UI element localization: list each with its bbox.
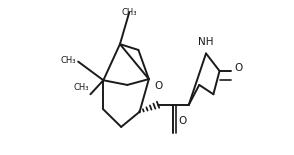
Text: NH: NH (198, 37, 214, 47)
Text: CH₃: CH₃ (121, 8, 137, 17)
Text: O: O (154, 81, 162, 91)
Text: O: O (178, 116, 186, 126)
Text: O: O (235, 63, 243, 73)
Text: CH₃: CH₃ (61, 56, 76, 65)
Text: CH₃: CH₃ (73, 83, 89, 92)
